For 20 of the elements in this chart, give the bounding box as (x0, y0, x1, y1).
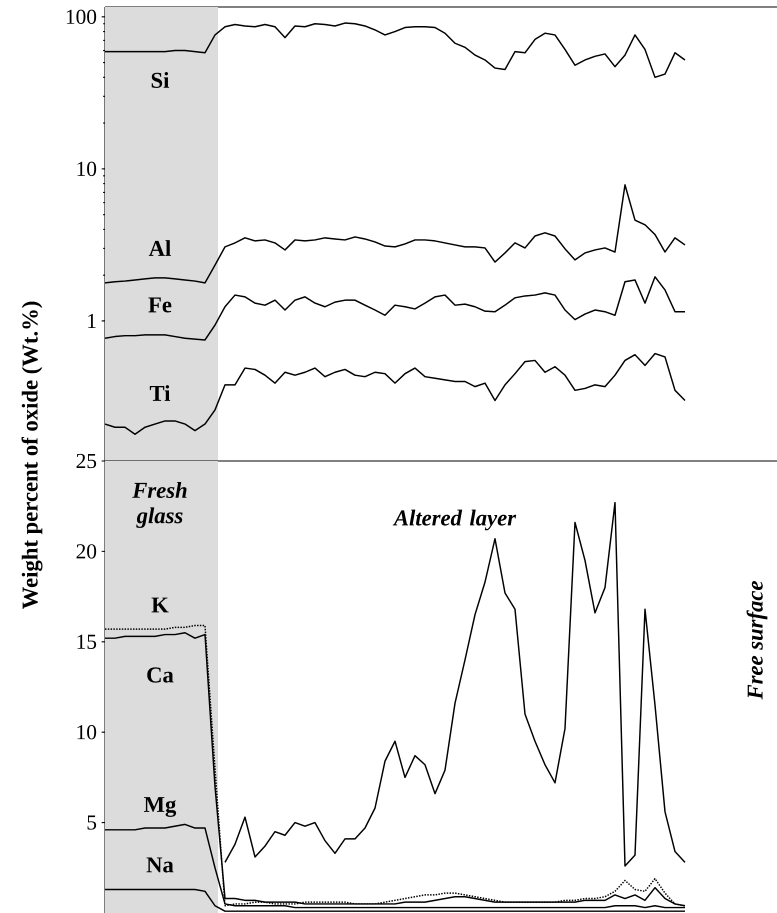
annotation: Ca (147, 667, 174, 683)
y-tick-label: 15 (78, 634, 96, 649)
annotation: Mg (144, 797, 176, 817)
annotation: Ti (150, 385, 170, 401)
y-tick-label: 5 (88, 816, 96, 830)
text: Free surface (746, 581, 768, 700)
y-tick-label: 100 (66, 10, 96, 24)
y-tick-label: 25 (76, 454, 96, 468)
y-axis-title: Weight percent of oxide (Wt.%) (22, 302, 42, 610)
y-tick-label: 10 (78, 725, 96, 740)
annotation: Altered layer (392, 510, 516, 530)
annotation: Na (146, 857, 174, 873)
annotation: Fresh glass (132, 482, 187, 528)
y-tick-label: 1 (88, 314, 96, 328)
y-tick-label: 10 (78, 162, 96, 176)
annotation: Si (152, 72, 170, 88)
annotation: Al (148, 240, 171, 256)
annotation: K (152, 598, 169, 612)
y-tick-label: 20 (76, 544, 96, 559)
annotation: Fe (148, 297, 172, 313)
